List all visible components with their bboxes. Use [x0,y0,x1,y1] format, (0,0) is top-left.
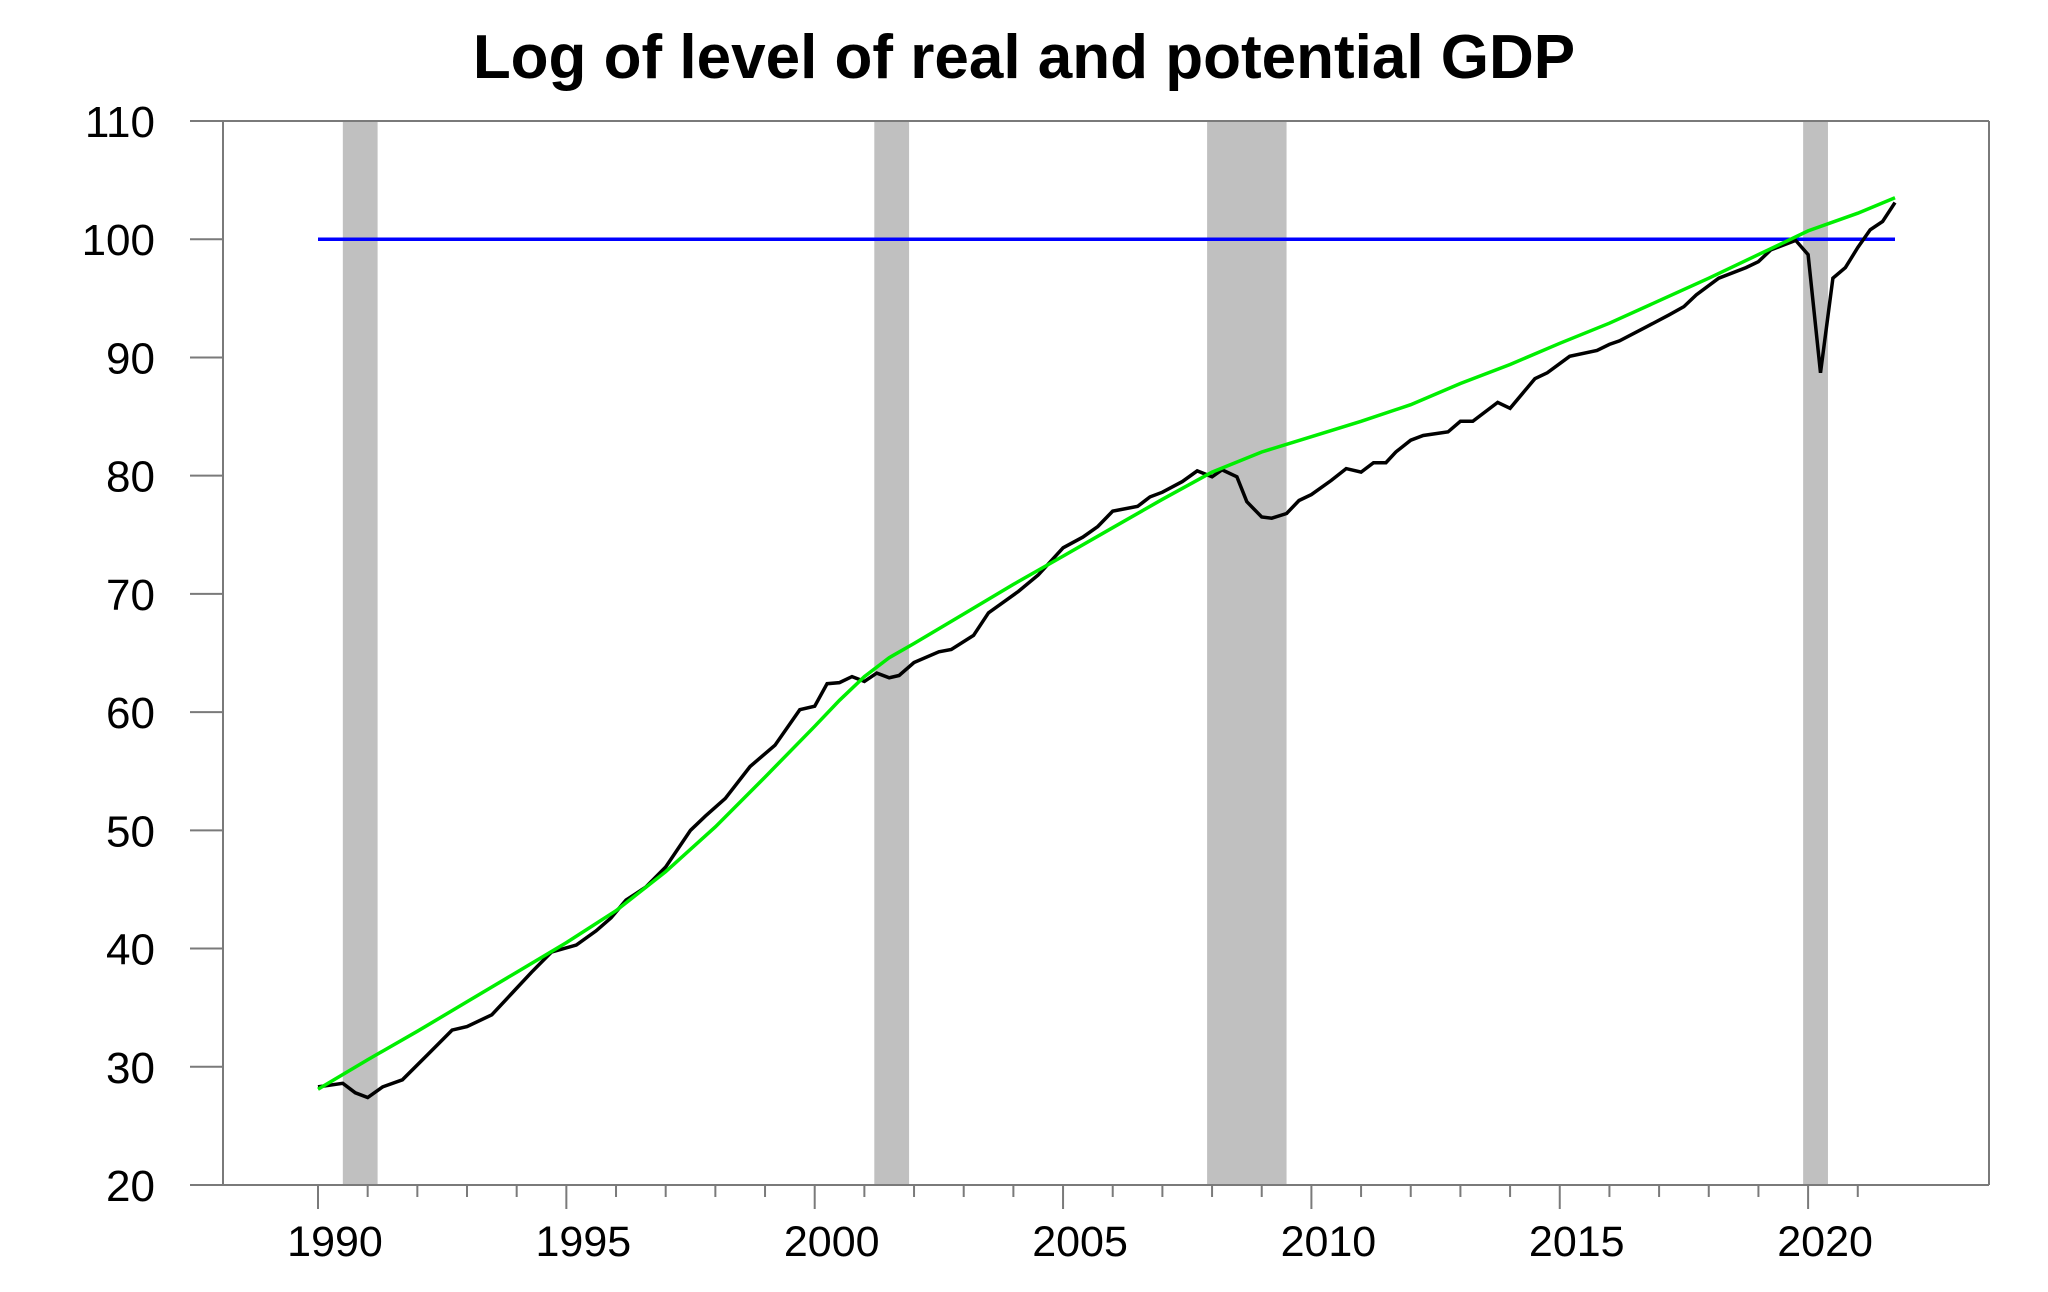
x-tick-label: 1990 [287,1218,383,1266]
x-tick-label: 2000 [784,1218,880,1266]
x-tick-label: 1995 [536,1218,632,1266]
x-tick-label: 2010 [1281,1218,1377,1266]
y-tick-label: 50 [106,807,155,856]
recession-band [874,121,910,1185]
y-tick-label: 30 [106,1044,155,1093]
x-axis-ticks: 1990 1995 2000 2005 2010 2015 2020 [287,1185,1873,1266]
axes [190,120,1990,1186]
y-tick-label: 70 [106,571,155,620]
recession-band [1207,121,1287,1185]
recession-band [342,121,378,1185]
chart-title: Log of level of real and potential GDP [472,23,1576,92]
real-gdp-line [317,201,1897,1100]
y-tick-label: 100 [82,216,155,265]
y-axis-ticks: 20 30 40 50 60 70 80 90 100 110 [82,98,223,1211]
x-tick-label: 2005 [1032,1218,1128,1266]
potential-gdp-line [317,196,1896,1091]
y-tick-label: 20 [106,1162,155,1211]
data-series [317,196,1897,1100]
y-tick-label: 60 [106,689,155,738]
x-tick-label: 2015 [1529,1218,1625,1266]
recession-shading [342,121,1828,1185]
y-tick-label: 80 [106,453,155,502]
y-tick-label: 110 [85,98,155,147]
y-tick-label: 90 [106,334,155,383]
y-tick-label: 40 [106,926,155,975]
recession-band [1803,121,1828,1185]
x-tick-label: 2020 [1777,1218,1873,1266]
